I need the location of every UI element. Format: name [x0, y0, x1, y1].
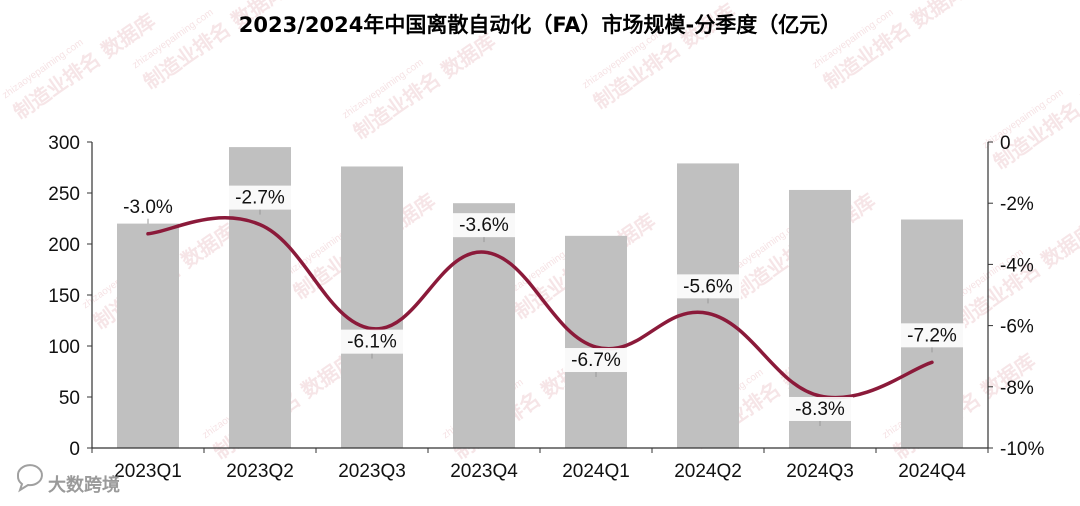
data-label: -6.7% [563, 348, 629, 378]
data-label-text: -3.0% [123, 197, 173, 218]
data-label-text: -3.6% [459, 215, 509, 236]
data-label-text: -5.6% [683, 276, 733, 297]
data-label: -6.1% [339, 329, 405, 359]
data-label-text: -8.3% [795, 399, 845, 420]
data-label-text: -6.7% [571, 350, 621, 371]
data-label-bg [563, 348, 629, 373]
x-tick-label: 2024Q2 [674, 461, 742, 482]
right-tick-label: -8% [1000, 378, 1034, 399]
line-series [146, 216, 934, 400]
data-label-bg [899, 323, 965, 348]
left-tick-label: 200 [48, 235, 80, 256]
bar [341, 166, 403, 449]
right-tick-label: -2% [1000, 194, 1034, 215]
right-tick-label: -4% [1000, 255, 1034, 276]
bar-series [117, 147, 963, 449]
data-label-bg [339, 329, 405, 354]
data-label-bg [787, 396, 853, 421]
data-label-bg [675, 274, 741, 299]
right-tick-label: -10% [1000, 439, 1044, 460]
bar [453, 203, 515, 448]
x-tick-label: 2024Q1 [562, 461, 630, 482]
bar [677, 163, 739, 449]
left-tick-label: 0 [69, 439, 80, 460]
left-tick-label: 250 [48, 184, 80, 205]
axes: 0 50 100 150 200 250 300 0 -2% -4% -6% -8% -10% 2023Q… [48, 133, 1044, 482]
left-tick-label: 300 [48, 133, 80, 154]
data-label: -3.0% [115, 194, 181, 224]
data-label: -3.6% [451, 213, 517, 243]
x-tick-label: 2023Q1 [114, 461, 182, 482]
data-label-text: -7.2% [907, 325, 957, 346]
right-tick-label: 0 [1000, 133, 1011, 154]
chat-bubble-icon [16, 464, 43, 493]
right-tick-label: -6% [1000, 317, 1034, 338]
bar [565, 235, 627, 448]
chart-title: 2023/2024年中国离散自动化（FA）市场规模-分季度（亿元） [239, 13, 841, 37]
left-tick-label: 150 [48, 286, 80, 307]
data-label-text: -2.7% [235, 188, 285, 209]
data-label: -7.2% [899, 323, 965, 353]
brand-logo: 大数跨境 [16, 464, 120, 496]
series-line [146, 216, 934, 400]
data-label: -2.7% [227, 185, 293, 215]
data-label: -5.6% [675, 274, 741, 304]
x-tick-label: 2023Q3 [338, 461, 406, 482]
x-tick-label: 2024Q4 [898, 461, 966, 482]
bar [117, 223, 179, 448]
watermark-text: 制造业排名 数据库 [349, 29, 500, 144]
left-tick-label: 50 [59, 388, 80, 409]
x-tick-label: 2023Q4 [450, 461, 518, 482]
logo-text: 大数跨境 [48, 474, 120, 496]
x-tick-label: 2024Q3 [786, 461, 854, 482]
data-label: -8.3% [787, 396, 853, 426]
left-tick-label: 100 [48, 337, 80, 358]
data-label-bg [115, 194, 181, 219]
data-label-bg [451, 213, 517, 238]
data-label-text: -6.1% [347, 332, 397, 353]
x-tick-label: 2023Q2 [226, 461, 294, 482]
data-label-bg [227, 185, 293, 210]
data-labels: -3.0% -2.7% -6.1% -3.6% -6.7% -5.6% -8.3% -7.2% [115, 185, 965, 426]
